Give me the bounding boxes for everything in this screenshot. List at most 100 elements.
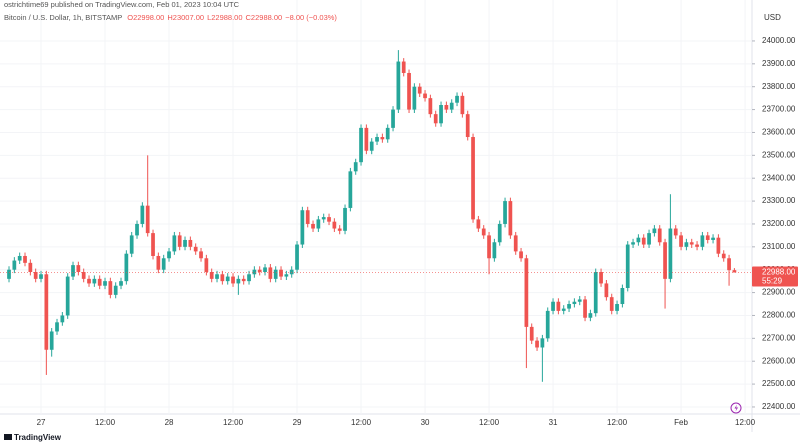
header-value: O22998.00 [127,13,164,22]
currency-label: USD [764,13,781,22]
candle-body [12,260,17,270]
candle-body [305,210,310,224]
candle-body [428,98,433,115]
countdown: 55:29 [762,277,783,286]
candle-body [444,105,449,110]
candle-body [76,265,81,272]
candle-body [257,269,262,272]
candle-body [140,205,145,224]
candle-body [513,235,518,252]
x-tick-label: 29 [293,418,302,427]
candle-body [572,301,577,305]
y-tick-label: 22400.00 [762,402,796,411]
candle-body [145,205,150,234]
candle-body [689,242,694,245]
candle-body [209,271,214,279]
candle-body [337,228,342,231]
y-tick-label: 23900.00 [762,59,796,68]
candle-body [263,267,267,272]
x-tick-label: 31 [549,418,558,427]
candle-body [471,137,475,220]
candle-body [497,223,502,243]
candle-body [593,271,598,314]
candle-body [273,269,278,279]
candle-body [476,219,481,229]
candle-body [199,251,203,259]
x-tick-label: 12:00 [95,418,116,427]
x-tick-label: Feb [674,418,688,427]
candle-body [23,255,27,263]
candle-body [508,201,513,236]
candle-body [39,274,43,279]
candle-body [705,235,710,240]
candle-body [721,253,726,259]
candle-body [487,235,491,259]
candle-body [167,251,171,259]
candle-body [503,201,507,224]
candle-body [220,274,225,282]
candle-body [652,228,657,234]
y-tick-label: 23100.00 [762,242,796,251]
y-tick-label: 23500.00 [762,150,796,159]
x-tick-label: 12:00 [735,418,756,427]
candle-body [396,61,401,110]
y-tick-label: 24000.00 [762,36,796,45]
candle-body [433,114,438,124]
candle-body [17,255,22,261]
y-tick-label: 22500.00 [762,379,796,388]
y-tick-label: 23400.00 [762,173,796,182]
candle-body [316,219,321,229]
candle-body [695,244,699,247]
candle-body [668,228,673,279]
candle-body [343,207,347,231]
event-icon-bolt [734,404,738,412]
y-tick-label: 23700.00 [762,105,796,114]
candle-body [119,281,123,286]
header-value: C22988.00 [246,13,283,22]
candle-body [311,223,315,229]
last-price-label: 22988.00 [762,268,796,277]
candle-body [540,338,545,348]
candle-body [460,95,465,115]
candle-body [465,114,470,138]
candle-body [615,304,619,311]
candle-body [215,274,219,279]
footer-brand: TradingView [14,433,62,442]
y-tick-label: 23600.00 [762,128,796,137]
candle-body [481,228,486,236]
candle-body [279,269,283,277]
candle-body [321,217,326,220]
y-tick-label: 23300.00 [762,196,796,205]
candle-body [673,228,678,236]
candle-body [289,269,294,275]
candle-body [359,127,363,163]
candle-body [545,310,550,339]
x-tick-label: 12:00 [223,418,244,427]
candle-body [156,255,161,270]
y-tick-label: 23800.00 [762,82,796,91]
candle-body [60,315,65,323]
x-tick-label: 28 [165,418,174,427]
candle-body [183,239,187,247]
candle-body [556,301,561,311]
candle-body [535,340,539,348]
candle-body [577,299,582,302]
candle-body [247,274,251,282]
candle-body [193,246,198,252]
candle-body [417,86,422,94]
candle-body [204,258,209,272]
candle-body [439,105,443,124]
x-tick-label: 27 [37,418,46,427]
candle-body [412,86,417,110]
candle-body [711,237,715,240]
last-price-tag [752,266,798,287]
candle-body [172,235,177,252]
candle-body [529,326,534,341]
candle-body [561,308,566,311]
header-value: L22988.00 [207,13,242,22]
event-icon[interactable] [730,402,742,414]
candle-body [129,235,134,254]
candle-body [716,237,721,254]
candle-body [380,137,385,140]
